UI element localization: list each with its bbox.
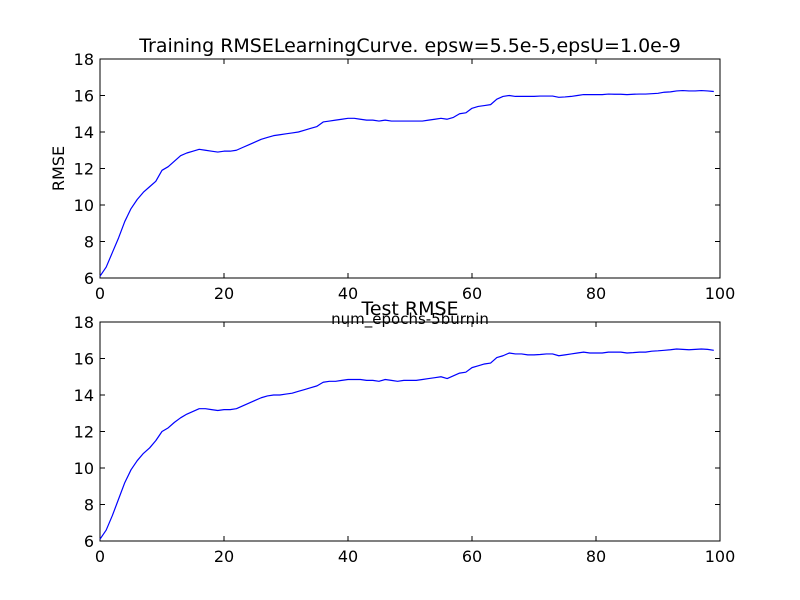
training-rmse-series-line bbox=[99, 89, 714, 277]
test-y-tick-label: 14 bbox=[74, 386, 94, 405]
training-x-axis-label: num_epochs-5burnin bbox=[331, 310, 489, 329]
test-y-tick-label: 8 bbox=[84, 496, 94, 515]
test-y-tick-label: 18 bbox=[74, 313, 94, 332]
training-chart-title: Training RMSELearningCurve. epsw=5.5e-5,… bbox=[138, 35, 681, 57]
test-rmse-series-line bbox=[99, 348, 714, 540]
training-y-tick-label: 10 bbox=[74, 196, 94, 215]
training-x-tick-label: 0 bbox=[95, 284, 105, 303]
test-rmse-axes: 0 20 40 60 80 100 6 8 10 12 14 16 18 Test RMSE bbox=[74, 298, 736, 566]
training-y-tick-label: 14 bbox=[74, 123, 94, 142]
training-y-tick-label: 16 bbox=[74, 87, 94, 106]
training-y-tick-label: 12 bbox=[74, 160, 94, 179]
test-y-tick-label: 6 bbox=[84, 532, 94, 551]
training-y-axis-label: RMSE bbox=[49, 146, 68, 191]
training-x-tick-label: 60 bbox=[462, 284, 482, 303]
test-x-tick-label: 0 bbox=[95, 547, 105, 566]
training-x-tick-label: 80 bbox=[586, 284, 606, 303]
test-x-tick-label: 80 bbox=[586, 547, 606, 566]
test-y-tick-label: 12 bbox=[74, 423, 94, 442]
test-chart-title: Test RMSE bbox=[360, 298, 458, 320]
training-y-tick-label: 8 bbox=[84, 233, 94, 252]
training-x-tick-label: 20 bbox=[214, 284, 234, 303]
test-y-tick-label: 16 bbox=[74, 350, 94, 369]
test-x-tick-label: 100 bbox=[705, 547, 736, 566]
test-x-tick-label: 40 bbox=[338, 547, 358, 566]
training-x-tick-label: 40 bbox=[338, 284, 358, 303]
test-x-tick-label: 60 bbox=[462, 547, 482, 566]
test-y-tick-label: 10 bbox=[74, 459, 94, 478]
training-rmse-axes: 0 20 40 60 80 100 6 8 10 12 14 16 18 Training RMSELea… bbox=[49, 35, 735, 329]
test-x-tick-label: 20 bbox=[214, 547, 234, 566]
training-y-tick-label: 6 bbox=[84, 269, 94, 288]
training-y-tick-label: 18 bbox=[74, 50, 94, 69]
training-x-tick-label: 100 bbox=[705, 284, 736, 303]
